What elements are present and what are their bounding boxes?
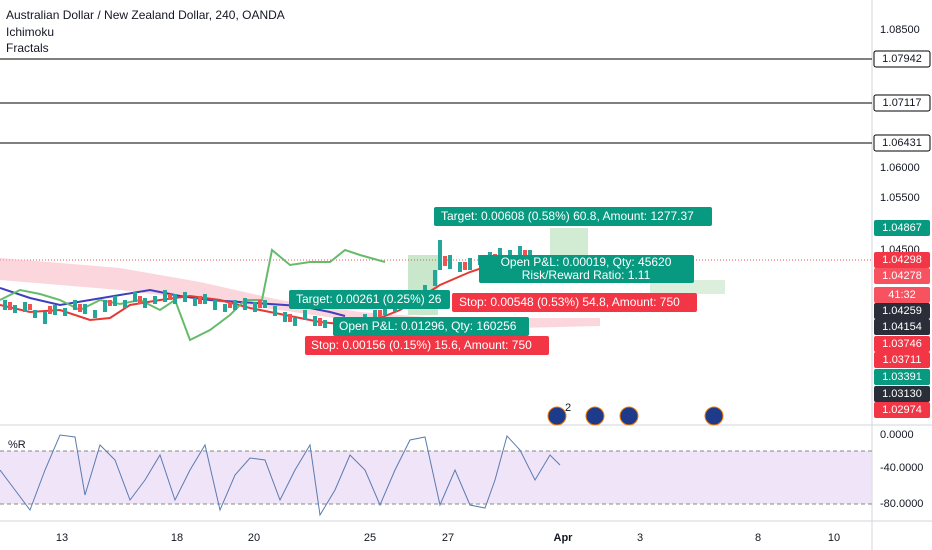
price-label: 1.03391 (882, 371, 922, 383)
time-tick-label: 13 (56, 532, 68, 544)
position-zone (650, 280, 725, 294)
oscillator-name: %R (8, 439, 26, 451)
time-tick-label: 27 (442, 532, 454, 544)
event-icon[interactable] (585, 406, 605, 426)
event-icon[interactable] (547, 406, 567, 426)
time-tick-label: 18 (171, 532, 183, 544)
target-box (289, 290, 450, 309)
price-label-box (873, 134, 931, 152)
price-label-box (874, 319, 930, 335)
time-tick-label: 3 (637, 532, 643, 544)
time-tick-label: Apr (554, 532, 574, 544)
price-label-box (874, 303, 930, 319)
price-label: 1.02974 (882, 404, 922, 416)
time-axis: 13 18 20 25 27 Apr 3 8 10 (56, 532, 840, 544)
price-label: 1.06431 (882, 137, 922, 149)
price-label-box (874, 336, 930, 352)
price-label: 1.04259 (882, 305, 922, 317)
chart-title: Australian Dollar / New Zealand Dollar, … (6, 8, 285, 22)
price-label-box (874, 402, 930, 418)
oscillator-tick-label: -40.0000 (880, 462, 923, 474)
price-label-box (873, 50, 931, 68)
target-box (434, 207, 712, 226)
time-tick-label: 25 (364, 532, 376, 544)
price-label: 1.04867 (882, 222, 922, 234)
stop-label: Stop: 0.00548 (0.53%) 54.8, Amount: 750 (459, 295, 680, 309)
time-tick-label: 8 (755, 532, 761, 544)
indicator-label: Fractals (6, 41, 49, 55)
stop-box (452, 293, 697, 312)
oscillator-tick-label: 0.0000 (880, 429, 914, 441)
price-axis: 1.08500 1.07942 1.07117 1.06431 1.06000 1.055… (873, 24, 931, 418)
oscillator-tick-label: -80.0000 (880, 498, 923, 510)
price-label: 41:32 (888, 289, 916, 301)
pnl-label: Open P&L: 0.01296, Qty: 160256 (339, 319, 517, 333)
pnl-box (333, 317, 529, 336)
price-label: 1.04278 (882, 270, 922, 282)
pnl-label: Open P&L: 0.00019, Qty: 45620 (501, 255, 672, 269)
price-label-box (873, 94, 931, 112)
price-label: 1.08500 (880, 24, 920, 36)
time-tick-label: 10 (828, 532, 840, 544)
price-label: 1.07117 (883, 97, 922, 109)
price-label: 1.04154 (882, 321, 922, 333)
ratio-label: Risk/Reward Ratio: 1.11 (522, 268, 651, 282)
chikou-line (0, 248, 386, 342)
ichimoku-cloud (0, 258, 600, 330)
price-label-box (874, 252, 930, 268)
pnl-box (479, 255, 694, 283)
target-label: Target: 0.00261 (0.25%) 26 (296, 292, 442, 306)
oscillator-axis: 0.0000 -40.0000 -80.0000 (880, 429, 923, 510)
target-label: Target: 0.00608 (0.58%) 60.8, Amount: 12… (441, 209, 694, 223)
indicator-label: Ichimoku (6, 25, 54, 39)
stop-label: Stop: 0.00156 (0.15%) 15.6, Amount: 750 (311, 338, 532, 352)
price-label: 1.05500 (880, 192, 920, 204)
time-tick-label: 20 (248, 532, 260, 544)
event-icon[interactable] (704, 406, 724, 426)
price-label-box (874, 386, 930, 402)
price-label-box (874, 287, 930, 303)
williams-r-line (0, 434, 561, 517)
event-icon[interactable] (619, 406, 639, 426)
price-label-box (874, 369, 930, 385)
price-label: 1.06000 (880, 162, 920, 174)
price-label: 1.03130 (882, 388, 922, 400)
price-label: 1.04298 (882, 254, 922, 266)
price-label-box (874, 268, 930, 284)
price-label: 1.03711 (883, 354, 922, 366)
price-label-box (874, 220, 930, 236)
price-label: 1.07942 (882, 53, 922, 65)
oscillator-band (0, 451, 872, 504)
price-label-box (874, 352, 930, 368)
position-zone (550, 228, 588, 260)
stop-box (305, 336, 549, 355)
event-count: 2 (565, 402, 571, 414)
price-label: 1.03746 (882, 338, 922, 350)
